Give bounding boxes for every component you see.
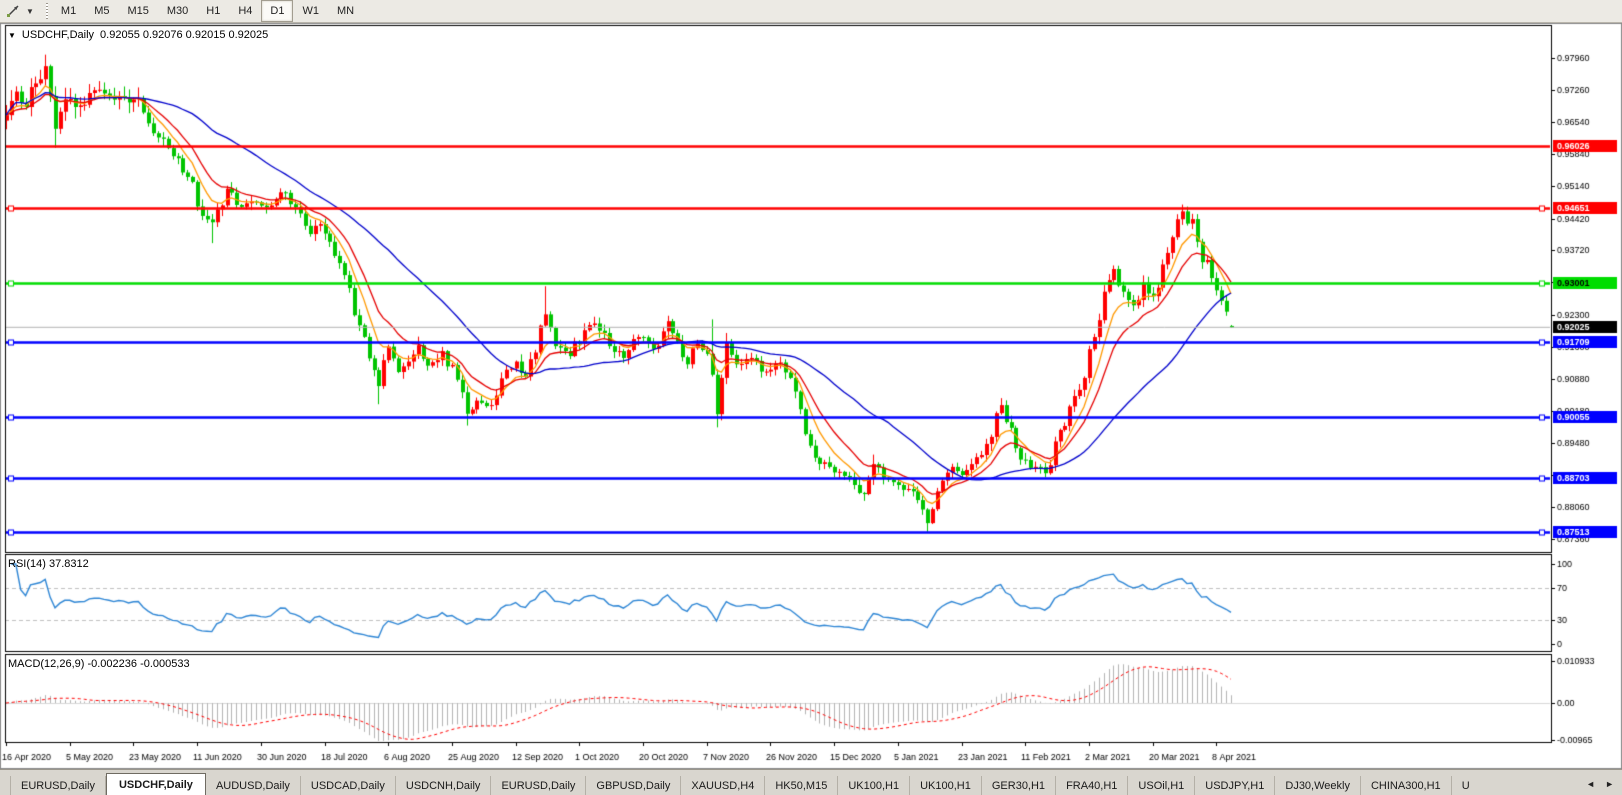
- chart-tab-gbpusd-daily[interactable]: GBPUSD,Daily: [586, 776, 682, 795]
- chart-tab-eurusd-daily[interactable]: EURUSD,Daily: [491, 776, 587, 795]
- crosshair-tool-icon[interactable]: [4, 3, 22, 19]
- period-button-w1[interactable]: W1: [302, 5, 319, 17]
- period-button-h4[interactable]: H4: [238, 5, 253, 17]
- tab-scroll-right-icon[interactable]: ►: [1605, 778, 1614, 789]
- chart-tab-usdcnh-daily[interactable]: USDCNH,Daily: [396, 776, 492, 795]
- chart-tab-u[interactable]: U: [1461, 780, 1470, 792]
- chart-tab-usdcad-daily[interactable]: USDCAD,Daily: [301, 776, 396, 795]
- tool-dropdown-icon[interactable]: ▼: [26, 6, 34, 16]
- chart-tab-china300-h1[interactable]: CHINA300,H1: [1361, 776, 1452, 795]
- period-button-mn[interactable]: MN: [336, 5, 355, 17]
- top-toolbar: ▼ M1 M5 M15 M30 H1 H4 D1 W1 MN: [0, 0, 1622, 23]
- tab-scroll-left-icon[interactable]: ◄: [1586, 778, 1596, 789]
- chart-tab-usdchf-daily[interactable]: USDCHF,Daily: [105, 773, 206, 795]
- toolbar-grip: [45, 3, 48, 19]
- chart-tab-bar: EURUSD,Daily USDCHF,Daily AUDUSD,Daily USDC…: [0, 769, 1622, 795]
- period-button-m1[interactable]: M1: [60, 5, 77, 17]
- period-button-h1[interactable]: H1: [206, 5, 221, 17]
- period-button-m5[interactable]: M5: [94, 5, 110, 17]
- period-button-m30[interactable]: M30: [166, 5, 189, 17]
- chart-canvas[interactable]: [0, 23, 1622, 769]
- chart-tab-xauusd-h4[interactable]: XAUUSD,H4: [681, 776, 766, 795]
- chart-tab-fra40-h1[interactable]: FRA40,H1: [1056, 776, 1129, 795]
- period-button-m15[interactable]: M15: [127, 5, 149, 17]
- chart-tab-eurusd-daily[interactable]: EURUSD,Daily: [10, 776, 106, 795]
- chart-tab-dj30-weekly[interactable]: DJ30,Weekly: [1275, 776, 1361, 795]
- chart-tab-audusd-daily[interactable]: AUDUSD,Daily: [206, 776, 301, 795]
- period-button-d1[interactable]: D1: [261, 0, 294, 22]
- chart-tab-uk100-h1[interactable]: UK100,H1: [838, 776, 911, 795]
- chart-tab-hk50-m15[interactable]: HK50,M15: [765, 776, 839, 795]
- chart-tab-usdjpy-h1[interactable]: USDJPY,H1: [1195, 776, 1276, 795]
- chart-window: ▼ USDCHF,Daily 0.92055 0.92076 0.92015 0…: [0, 23, 1622, 769]
- chart-tab-uk100-h1[interactable]: UK100,H1: [910, 776, 982, 795]
- chart-tab-usoil-h1[interactable]: USOil,H1: [1128, 776, 1196, 795]
- chart-tab-ger30-h1[interactable]: GER30,H1: [982, 776, 1057, 795]
